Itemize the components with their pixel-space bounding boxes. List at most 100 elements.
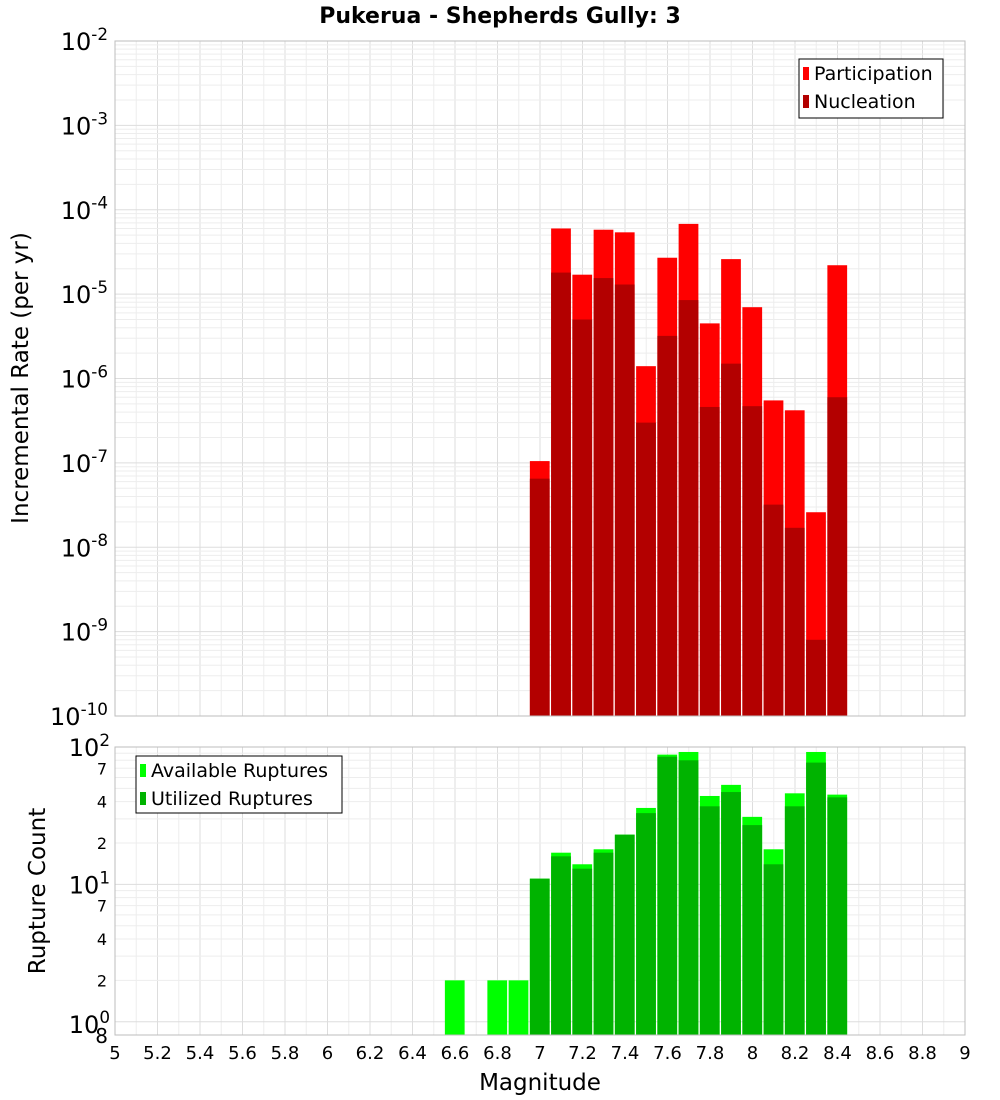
- nucleation-bar: [572, 319, 593, 716]
- rate-plot-frame: [114, 40, 966, 717]
- x-tick-label: 8.6: [866, 1043, 895, 1064]
- x-tick-label: 7.4: [611, 1043, 640, 1064]
- y-tick-label: 8: [95, 1024, 108, 1048]
- rate-y-tick-labels: 10-10 10-9 10-8 10-7 10-6 10-5 10-4 10-3 10-2: [50, 24, 108, 731]
- nucleation-bar: [529, 478, 550, 716]
- y-tick-label: 100: [69, 1007, 110, 1039]
- chart-title: Pukerua - Shepherds Gully: 3: [319, 4, 681, 29]
- y-tick-label: 4: [97, 793, 107, 812]
- x-tick-label: 8.4: [823, 1043, 852, 1064]
- rate-bars: [529, 223, 848, 717]
- utilized-bar: [827, 797, 848, 1035]
- legend-box: [135, 755, 343, 814]
- y-tick-label: 2: [97, 834, 107, 853]
- y-tick-label: 4: [97, 930, 107, 949]
- y-tick-label: 10-7: [61, 446, 108, 478]
- nucleation-bar: [699, 406, 720, 716]
- y-tick-label: 10-5: [61, 277, 108, 309]
- x-tick-label: 7.2: [568, 1043, 597, 1064]
- y-tick-label: 10-6: [61, 361, 108, 393]
- x-tick-labels: 5 5.2 5.4 5.6 5.8 6 6.2 6.4 6.6 6.8 7 7.2 7.4 7.6 7.8 8…: [109, 1043, 970, 1064]
- x-tick-label: 7: [534, 1043, 545, 1064]
- utilized-bar: [529, 878, 550, 1035]
- y-tick-label: 102: [69, 730, 110, 762]
- y-tick-label: 10-2: [61, 24, 108, 56]
- nucleation-bar: [806, 639, 826, 716]
- utilized-bar: [806, 762, 826, 1035]
- x-tick-label: 7.8: [696, 1043, 725, 1064]
- utilized-bar: [614, 834, 635, 1035]
- nucleation-bar: [551, 272, 571, 716]
- utilized-bar: [721, 792, 741, 1035]
- x-tick-label: 5.6: [228, 1043, 257, 1064]
- utilized-bar: [742, 825, 763, 1035]
- y-tick-label: 10-3: [61, 108, 108, 140]
- x-tick-label: 5.4: [186, 1043, 215, 1064]
- y-tick-label: 7: [97, 897, 107, 916]
- rate-panel: 10-10 10-9 10-8 10-7 10-6 10-5 10-4 10-3 10-2 Par…: [50, 24, 966, 731]
- y-tick-label: 10-10: [50, 699, 108, 731]
- utilized-bar: [636, 813, 656, 1035]
- bottom-y-axis-label: Rupture Count: [25, 808, 51, 974]
- legend-swatch: [140, 764, 146, 777]
- utilized-bar: [699, 806, 720, 1035]
- available-bar: [444, 980, 465, 1035]
- x-tick-label: 6: [322, 1043, 333, 1064]
- nucleation-bar: [678, 300, 699, 716]
- y-tick-label: 10-8: [61, 530, 108, 562]
- utilized-bar: [551, 856, 571, 1035]
- rate-legend: Participation Nucleation: [798, 58, 944, 119]
- x-tick-label: 7.6: [653, 1043, 682, 1064]
- nucleation-bar: [593, 278, 614, 716]
- legend-label: Nucleation: [814, 91, 916, 113]
- x-tick-label: 6.2: [356, 1043, 385, 1064]
- x-tick-label: 8.2: [781, 1043, 810, 1064]
- x-tick-label: 5.8: [271, 1043, 300, 1064]
- x-tick-label: 6.6: [441, 1043, 470, 1064]
- utilized-bar: [572, 868, 593, 1035]
- count-plot-frame: [114, 746, 966, 1036]
- legend-swatch: [803, 95, 809, 108]
- x-tick-label: 9: [959, 1043, 970, 1064]
- available-bar: [487, 980, 508, 1035]
- legend-label: Participation: [814, 63, 933, 85]
- y-tick-label: 2: [97, 971, 107, 990]
- nucleation-bar: [784, 527, 805, 716]
- legend-label: Available Ruptures: [151, 760, 328, 782]
- nucleation-bar: [742, 406, 763, 716]
- nucleation-bar: [614, 284, 635, 716]
- legend-box: [798, 58, 944, 119]
- utilized-bar: [784, 806, 805, 1035]
- utilized-bar: [657, 756, 678, 1035]
- legend-swatch: [140, 792, 146, 805]
- y-tick-label: 10-4: [61, 193, 108, 225]
- count-legend: Available Ruptures Utilized Ruptures: [135, 755, 343, 814]
- x-tick-label: 8: [747, 1043, 758, 1064]
- x-tick-label: 8.8: [908, 1043, 937, 1064]
- y-tick-label: 10-9: [61, 615, 108, 647]
- nucleation-bar: [636, 422, 656, 716]
- count-bars: [444, 751, 848, 1035]
- nucleation-bar: [763, 504, 784, 716]
- nucleation-bar: [827, 397, 848, 716]
- x-tick-label: 6.8: [483, 1043, 512, 1064]
- legend-label: Utilized Ruptures: [151, 788, 313, 810]
- utilized-bar: [678, 760, 699, 1035]
- utilized-bar: [593, 852, 614, 1035]
- available-bar: [508, 980, 529, 1035]
- top-y-axis-label: Incremental Rate (per yr): [8, 232, 34, 524]
- count-y-tick-labels: 2 4 7 2 4 7 100 101 102 8: [69, 730, 110, 1048]
- x-tick-label: 5: [109, 1043, 120, 1064]
- nucleation-bar: [721, 363, 741, 716]
- legend-swatch: [803, 67, 809, 80]
- x-axis-label: Magnitude: [479, 1070, 601, 1096]
- x-tick-label: 5.2: [143, 1043, 172, 1064]
- y-tick-label: 7: [97, 759, 107, 778]
- x-tick-label: 6.4: [398, 1043, 427, 1064]
- nucleation-bar: [657, 335, 678, 716]
- y-tick-label: 101: [69, 867, 110, 899]
- utilized-bar: [763, 864, 784, 1035]
